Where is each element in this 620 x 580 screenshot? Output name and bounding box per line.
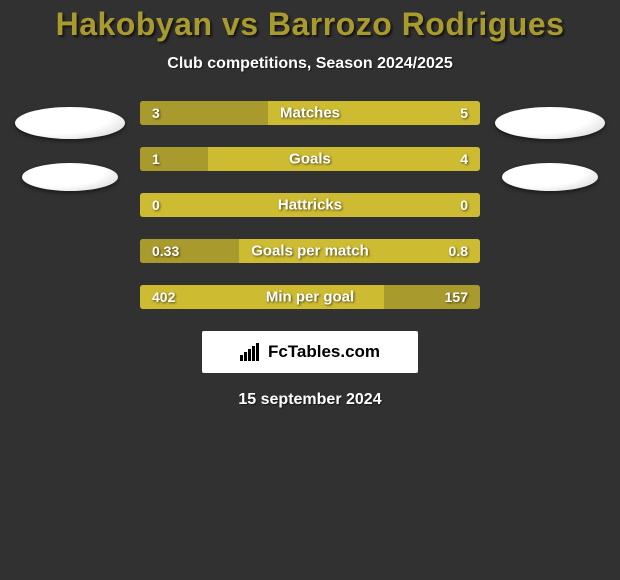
subtitle: Club competitions, Season 2024/2025: [167, 55, 452, 73]
comparison-card: Hakobyan vs Barrozo Rodrigues Club compe…: [0, 0, 620, 409]
bar-left-fill: [140, 147, 208, 171]
branding-badge: FcTables.com: [202, 331, 418, 373]
avatar-left-2: [22, 163, 118, 191]
bar-value-right: 5: [460, 105, 468, 121]
bars-icon: [240, 343, 262, 361]
bar-row: Min per goal 402 157: [140, 285, 480, 309]
bar-row: Goals 1 4: [140, 147, 480, 171]
bar-label: Matches: [280, 105, 340, 122]
date-text: 15 september 2024: [238, 391, 381, 409]
player2-name: Barrozo Rodrigues: [268, 6, 565, 42]
vs-text: vs: [222, 6, 259, 42]
bar-value-right: 4: [460, 151, 468, 167]
avatar-col-right: [480, 101, 620, 191]
bar-value-left: 3: [152, 105, 160, 121]
bar-label: Min per goal: [266, 289, 354, 306]
page-title: Hakobyan vs Barrozo Rodrigues: [56, 6, 565, 43]
bar-value-right: 0.8: [449, 243, 468, 259]
avatar-right-2: [502, 163, 598, 191]
bar-value-left: 0.33: [152, 243, 179, 259]
bar-label: Goals: [289, 151, 331, 168]
bar-value-right: 0: [460, 197, 468, 213]
bar-label: Goals per match: [251, 243, 369, 260]
chart-area: Matches 3 5 Goals 1 4 Hattricks 0 0 Goals per mat…: [0, 101, 620, 309]
bar-value-left: 1: [152, 151, 160, 167]
bar-row: Hattricks 0 0: [140, 193, 480, 217]
bar-value-left: 0: [152, 197, 160, 213]
avatar-right-1: [495, 107, 605, 139]
bar-row: Matches 3 5: [140, 101, 480, 125]
player1-name: Hakobyan: [56, 6, 213, 42]
avatar-col-left: [0, 101, 140, 191]
bar-label: Hattricks: [278, 197, 342, 214]
branding-text: FcTables.com: [268, 342, 380, 362]
bars-column: Matches 3 5 Goals 1 4 Hattricks 0 0 Goals per mat…: [140, 101, 480, 309]
bar-value-right: 157: [445, 289, 468, 305]
avatar-left-1: [15, 107, 125, 139]
bar-right-fill: [208, 147, 480, 171]
bar-value-left: 402: [152, 289, 175, 305]
bar-row: Goals per match 0.33 0.8: [140, 239, 480, 263]
